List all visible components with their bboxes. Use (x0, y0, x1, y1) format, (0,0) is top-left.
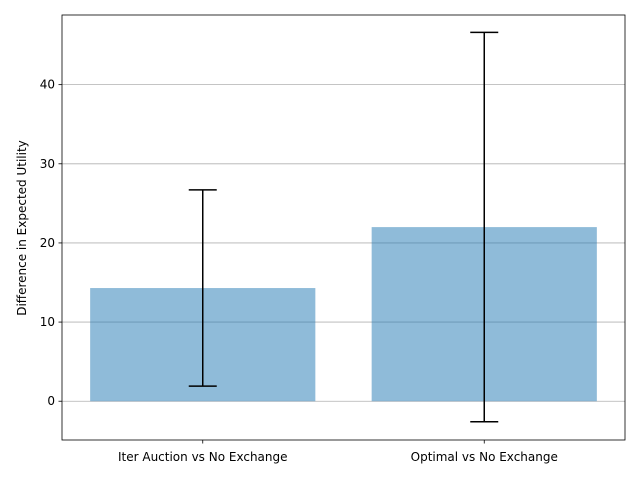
error-bars (188, 31, 499, 423)
x-tick-label: Optimal vs No Exchange (411, 450, 558, 464)
y-tick-label: 20 (40, 236, 55, 250)
axes: 0 10 20 30 40 Iter Auction vs No Exchange Opti… (40, 14, 626, 464)
y-tick-label: 10 (40, 315, 55, 329)
y-tick-label: 40 (40, 78, 55, 92)
y-tick-label: 30 (40, 157, 55, 171)
y-axis-label: Difference in Expected Utility (15, 140, 29, 316)
plot-frame (61, 14, 626, 441)
x-tick-label: Iter Auction vs No Exchange (118, 450, 288, 464)
y-tick-label: 0 (47, 394, 55, 408)
